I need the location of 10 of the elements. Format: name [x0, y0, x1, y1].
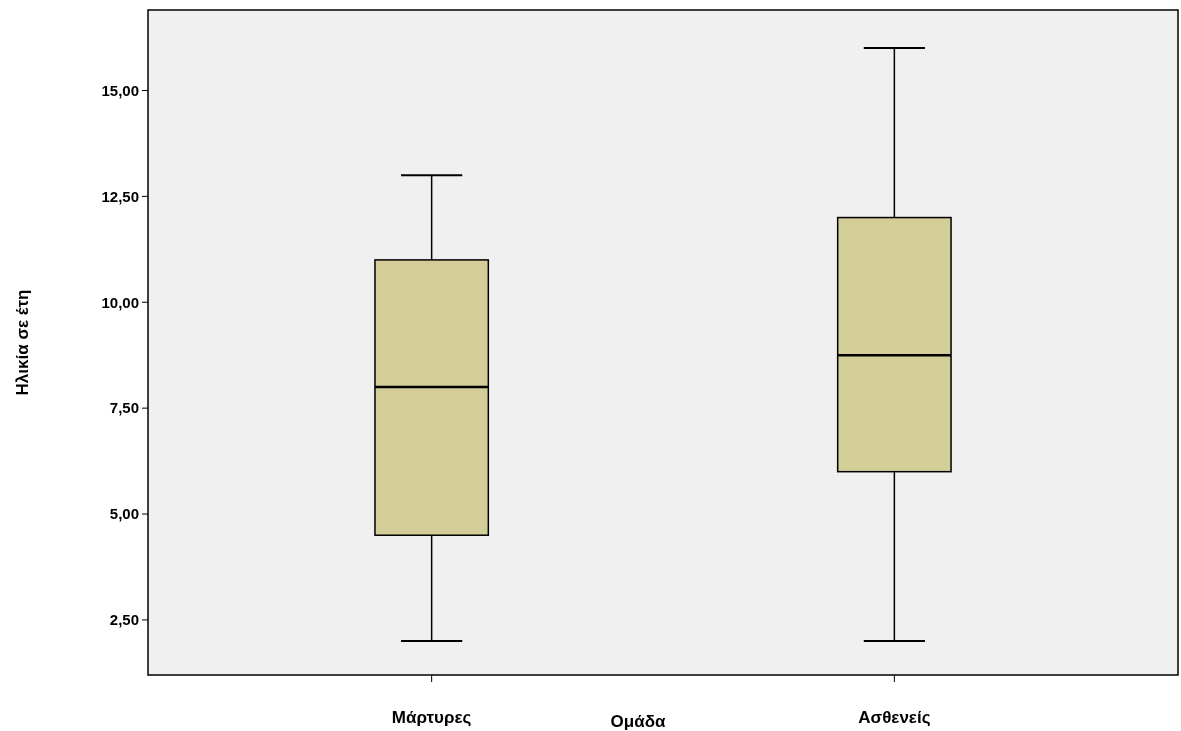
x-axis-title: Ομάδα [610, 712, 666, 731]
y-tick-label: 2,50 [109, 611, 139, 629]
y-tick-label: 7,50 [109, 399, 139, 417]
y-tick-label: 5,00 [109, 505, 139, 523]
y-tick-label: 10,00 [101, 293, 139, 311]
y-tick-label: 15,00 [101, 81, 139, 99]
x-tick-label: Μάρτυρες [391, 708, 472, 727]
y-tick-label: 12,50 [101, 187, 139, 205]
x-tick-label: Ασθενείς [858, 708, 931, 727]
y-axis-title: Ηλικία σε έτη [13, 289, 32, 396]
